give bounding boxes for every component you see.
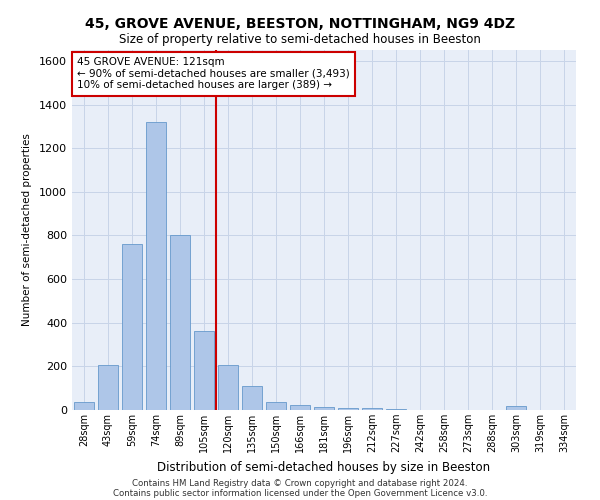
Bar [290,405,310,410]
Bar [218,366,238,410]
X-axis label: Distribution of semi-detached houses by size in Beeston: Distribution of semi-detached houses by … [157,460,491,473]
Bar [170,236,190,410]
Bar [194,332,214,410]
Bar [98,366,118,410]
Bar [314,406,334,410]
Text: Contains public sector information licensed under the Open Government Licence v3: Contains public sector information licen… [113,488,487,498]
Text: 45 GROVE AVENUE: 121sqm
← 90% of semi-detached houses are smaller (3,493)
10% of: 45 GROVE AVENUE: 121sqm ← 90% of semi-de… [77,57,350,90]
Bar [362,408,382,410]
Bar [242,386,262,410]
Bar [266,402,286,410]
Bar [146,122,166,410]
Bar [506,406,526,410]
Bar [122,244,142,410]
Text: Size of property relative to semi-detached houses in Beeston: Size of property relative to semi-detach… [119,32,481,46]
Y-axis label: Number of semi-detached properties: Number of semi-detached properties [22,134,32,326]
Text: 45, GROVE AVENUE, BEESTON, NOTTINGHAM, NG9 4DZ: 45, GROVE AVENUE, BEESTON, NOTTINGHAM, N… [85,18,515,32]
Text: Contains HM Land Registry data © Crown copyright and database right 2024.: Contains HM Land Registry data © Crown c… [132,478,468,488]
Bar [74,402,94,410]
Bar [338,408,358,410]
